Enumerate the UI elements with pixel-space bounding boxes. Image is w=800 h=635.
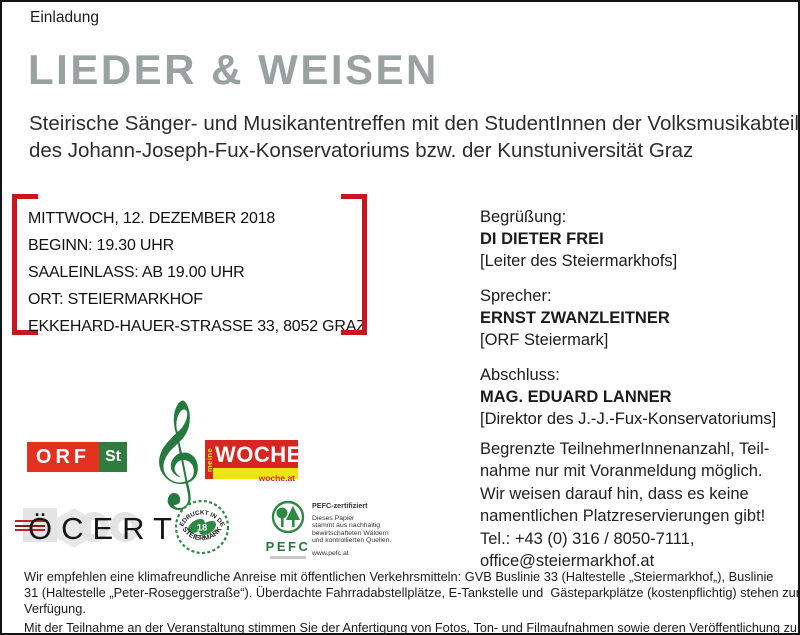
transport-line: Verfügung. [24, 601, 86, 616]
consent-note: Mit der Teilnahme an der Veranstaltung s… [24, 621, 800, 635]
oecert-red-line [15, 520, 45, 523]
program-item: Abschluss: MAG. EDUARD LANNER [Direktor … [480, 364, 776, 430]
registration-phone: Tel.: +43 (0) 316 / 8050-7111, [480, 529, 695, 548]
woche-strip: woche.at [213, 468, 298, 483]
transport-line: 31 (Haltestelle „Peter-Roseggerstraße“).… [24, 585, 800, 600]
registration-line: namentlichen Platzreservierungen gibt! [480, 507, 766, 526]
event-details-box: MITTWOCH, 12. DEZEMBER 2018 BEGINN: 19.3… [12, 194, 367, 335]
program-item: Begrüßung: DI DIETER FREI [Leiter des St… [480, 206, 776, 272]
pefc-body-line: Dieses Papier [312, 514, 355, 522]
stamp-number: 18 [197, 523, 208, 534]
program-section: Begrüßung: DI DIETER FREI [Leiter des St… [480, 206, 776, 443]
pefc-trees-icon [271, 500, 305, 534]
event-location: ORT: STEIERMARKHOF [28, 291, 203, 308]
event-date: MITTWOCH, 12. DEZEMBER 2018 [28, 210, 276, 227]
speaker-affiliation: [Leiter des Steiermarkhofs] [480, 252, 678, 270]
oecert-red-line [15, 524, 45, 527]
registration-line: nahme nur mit Voranmeldung möglich. [480, 462, 763, 481]
woche-site-label: woche.at [258, 473, 295, 483]
oecert-wordmark: ÖCERT [28, 511, 181, 546]
speaker-affiliation: [Direktor des J.-J.-Fux-Konservatoriums] [480, 410, 777, 428]
pefc-body-line: bewirtschafteten Wäldern [312, 529, 389, 537]
event-admission-time: SAALEINLASS: AB 19.00 UHR [28, 264, 245, 281]
oecert-ring-shape [79, 512, 109, 542]
oecert-red-line [15, 529, 45, 532]
event-start-time: BEGINN: 19.30 UHR [28, 237, 174, 254]
woche-logo: meine WOCHE woche.at [205, 440, 301, 483]
speaker-name: ERNST ZWANZLEITNER [480, 309, 670, 327]
woche-wordmark: WOCHE [215, 442, 302, 467]
program-item: Sprecher: ERNST ZWANZLEITNER [ORF Steier… [480, 285, 776, 351]
pefc-certification-text: PEFC-zertifiziert Dieses Papier stammt a… [312, 502, 392, 558]
transport-note: Wir empfehlen eine klimafreundliche Anre… [24, 569, 800, 617]
pefc-logo: PEFC [265, 500, 311, 559]
pefc-body-line: stammt aus nachhaltig [312, 522, 381, 530]
steiermark-print-stamp: GEDRUCKT IN DER STEIERMARK 18 [171, 493, 231, 561]
subtitle-line: des Johann-Joseph-Fux-Konservatoriums bz… [29, 139, 694, 162]
orf-logo-region: St [99, 442, 127, 472]
oecert-logo: ÖCERT [15, 504, 172, 559]
pefc-body-line: und kontrollierten Quellen. [312, 537, 392, 545]
pefc-url: www.pefc.at [312, 549, 349, 557]
registration-info: Begrenzte TeilnehmerInnenanzahl, Teil- n… [480, 438, 769, 572]
pefc-heading: PEFC-zertifiziert [312, 501, 368, 510]
speaker-name: MAG. EDUARD LANNER [480, 388, 672, 406]
document-label: Einladung [30, 9, 99, 26]
oecert-ring-shape [110, 512, 140, 542]
orf-logo-text: ORF [27, 442, 99, 472]
program-role-label: Abschluss: [480, 366, 560, 384]
pefc-cert-number-bar [270, 556, 306, 559]
speaker-affiliation: [ORF Steiermark] [480, 331, 609, 349]
registration-line: Begrenzte TeilnehmerInnenanzahl, Teil- [480, 440, 770, 458]
program-role-label: Begrüßung: [480, 208, 567, 226]
registration-line: Wir weisen darauf hin, dass es keine [480, 484, 749, 503]
registration-email: office@steiermarkhof.at [480, 552, 655, 571]
subtitle-line: Steirische Sänger- und Musikantentreffen… [29, 112, 800, 135]
event-subtitle: Steirische Sänger- und Musikantentreffen… [29, 110, 800, 164]
program-role-label: Sprecher: [480, 287, 552, 305]
transport-line: Wir empfehlen eine klimafreundliche Anre… [24, 569, 774, 584]
orf-steiermark-logo: ORF St [27, 442, 127, 472]
event-address: EKKEHARD-HAUER-STRASSE 33, 8052 GRAZ [28, 318, 366, 335]
event-title: LIEDER & WEISEN [28, 46, 439, 93]
speaker-name: DI DIETER FREI [480, 230, 604, 248]
treble-clef-icon: 𝄞 [148, 398, 203, 505]
pefc-wordmark: PEFC [265, 539, 311, 554]
